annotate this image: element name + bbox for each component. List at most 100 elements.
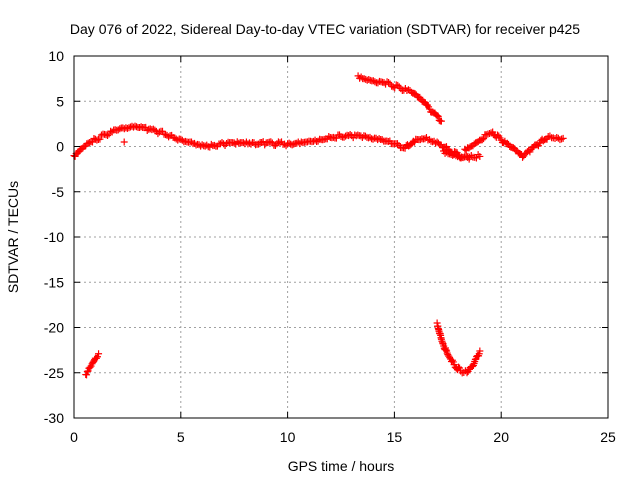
data-fill-main-track — [96, 135, 104, 143]
data-fill-main-track — [178, 136, 186, 144]
data-fill-main-track — [416, 136, 424, 144]
data-fill-high-segment — [385, 78, 393, 86]
data-fill-high-segment — [357, 73, 365, 81]
chart-title: Day 076 of 2022, Sidereal Day-to-day VTE… — [70, 21, 580, 37]
data-fill-main-track — [201, 142, 209, 150]
grid-layer — [74, 56, 608, 418]
data-fill-detached-short — [443, 148, 451, 156]
data-fill-main-track — [207, 140, 215, 148]
data-fill-low-segment-late — [456, 364, 464, 372]
data-fill-main-track — [296, 140, 304, 148]
data-fill-main-track — [125, 124, 133, 132]
data-fill-main-track — [151, 126, 159, 134]
data-point-main-track — [123, 124, 131, 132]
data-fill-low-segment-early — [83, 371, 91, 379]
data-fill-main-track — [137, 123, 145, 131]
data-point-late-track — [482, 131, 490, 139]
data-fill-main-track — [165, 133, 173, 141]
x-tick-label: 25 — [600, 429, 616, 445]
data-fill-main-track — [191, 139, 199, 147]
data-point-low-segment-late — [476, 347, 484, 355]
y-tick-label: -10 — [44, 229, 64, 245]
data-fill-main-track — [421, 135, 429, 143]
data-fill-main-track — [143, 127, 151, 135]
y-tick-label: -25 — [44, 365, 64, 381]
y-tick-label: -15 — [44, 274, 64, 290]
data-fill-high-segment — [433, 112, 441, 120]
data-fill-main-track — [131, 122, 139, 130]
data-fill-main-track — [290, 140, 298, 148]
data-fill-main-track — [223, 140, 231, 148]
data-fill-main-track — [107, 127, 115, 135]
data-fill-high-segment — [395, 83, 403, 91]
data-point-outlier — [120, 138, 128, 146]
data-fill-main-track — [311, 136, 319, 144]
data-fill-late-track — [558, 135, 566, 143]
x-tick-label: 0 — [70, 429, 78, 445]
data-point-late-track — [559, 134, 567, 142]
data-fill-late-track — [485, 130, 493, 138]
data-fill-detached-short — [457, 154, 465, 162]
data-fill-main-track — [93, 136, 101, 144]
data-point-main-track — [102, 131, 110, 139]
data-point-main-track — [155, 128, 163, 136]
data-fill-main-track — [271, 141, 279, 149]
data-fill-high-segment — [394, 81, 402, 89]
data-point-main-track — [187, 138, 195, 146]
label-layer: 0 5 10 15 20 25 -30 -25 -20 -15 -10 -5 0 5 10 — [44, 48, 616, 445]
data-fill-main-track — [332, 134, 340, 142]
data-fill-main-track — [218, 139, 226, 147]
data-fill-main-track — [276, 139, 284, 147]
data-fill-low-segment-early — [92, 354, 100, 362]
data-fill-late-track — [478, 136, 486, 144]
data-fill-detached-short — [464, 152, 472, 160]
data-fill-low-segment-late — [468, 363, 476, 371]
data-fill-main-track — [325, 133, 333, 141]
data-fill-detached-short — [472, 154, 480, 162]
data-fill-main-track — [210, 141, 218, 149]
data-fill-low-segment-early — [86, 363, 94, 371]
y-tick-label: 5 — [56, 93, 64, 109]
y-tick-label: 0 — [56, 139, 64, 155]
data-fill-main-track — [378, 136, 386, 144]
data-point-low-segment-early — [95, 350, 103, 358]
y-tick-label: -30 — [44, 410, 64, 426]
data-fill-main-track — [361, 132, 369, 140]
x-tick-label: 20 — [493, 429, 509, 445]
data-fill-main-track — [239, 139, 247, 147]
tick-layer — [73, 55, 609, 419]
data-fill-main-track — [259, 138, 267, 146]
y-axis-label: SDTVAR / TECUs — [5, 181, 21, 293]
data-fill-high-segment — [360, 75, 368, 83]
data-fill-main-track — [158, 127, 166, 135]
x-tick-label: 15 — [387, 429, 403, 445]
y-tick-label: 10 — [48, 48, 64, 64]
data-point-high-segment — [437, 117, 445, 125]
data-fill-low-segment-early — [93, 353, 101, 361]
data-fill-main-track — [90, 134, 98, 142]
data-fill-main-track — [104, 132, 112, 140]
data-fill-detached-short — [452, 152, 460, 160]
x-tick-label: 10 — [280, 429, 296, 445]
data-fill-main-track — [233, 138, 241, 146]
data-point-detached-short — [476, 152, 484, 160]
y-tick-label: -5 — [52, 184, 65, 200]
x-axis-label: GPS time / hours — [288, 458, 395, 474]
data-point-late-track — [519, 153, 527, 161]
data-point-high-segment — [365, 76, 373, 84]
data-layer — [70, 72, 567, 379]
y-tick-label: -20 — [44, 320, 64, 336]
data-fill-main-track — [267, 138, 275, 146]
data-fill-detached-short — [446, 150, 454, 158]
data-fill-high-segment — [374, 79, 382, 87]
data-fill-low-segment-late — [448, 356, 456, 364]
data-fill-main-track — [288, 141, 296, 149]
data-fill-low-segment-late — [454, 363, 462, 371]
data-fill-high-segment — [434, 112, 442, 120]
data-fill-main-track — [329, 133, 337, 141]
data-fill-main-track — [255, 140, 263, 148]
data-fill-late-track — [480, 135, 488, 143]
x-tick-label: 5 — [177, 429, 185, 445]
data-fill-main-track — [375, 135, 383, 143]
